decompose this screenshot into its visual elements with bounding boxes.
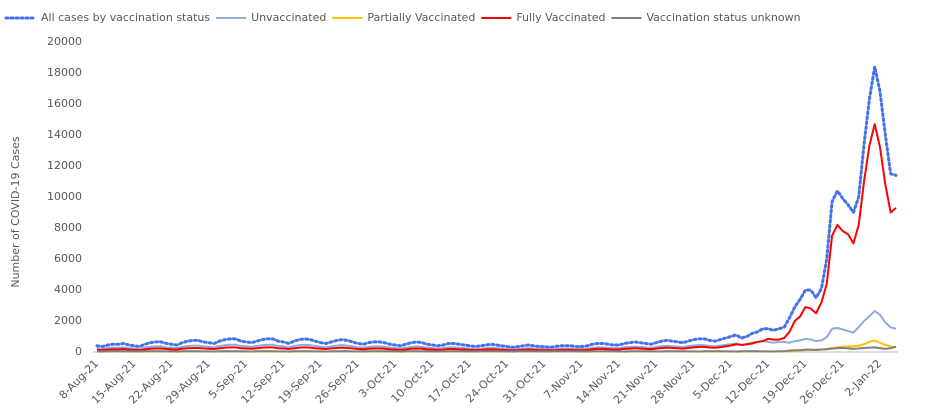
y-tick-label: 12000: [47, 159, 82, 172]
y-tick-label: 16000: [47, 97, 82, 110]
series-line: [96, 123, 897, 352]
y-tick-label: 0: [75, 345, 82, 358]
series-line: [95, 65, 898, 349]
y-tick-label: 2000: [54, 314, 82, 327]
y-axis-label: Number of COVID-19 Cases: [9, 136, 22, 288]
legend-label: Partially Vaccinated: [367, 11, 475, 24]
legend-label: Vaccination status unknown: [646, 11, 800, 24]
legend: All cases by vaccination status Unvaccina…: [4, 11, 801, 24]
y-tick-label: 4000: [54, 283, 82, 296]
y-tick-label: 10000: [47, 190, 82, 203]
legend-label: Unvaccinated: [251, 11, 326, 24]
series-line: [96, 345, 897, 353]
y-tick-label: 8000: [54, 221, 82, 234]
y-tick-label: 18000: [47, 66, 82, 79]
y-tick-label: 14000: [47, 128, 82, 141]
legend-label: All cases by vaccination status: [41, 11, 210, 24]
x-tick-label: 2-Jan-22: [842, 357, 884, 399]
y-tick-label: 20000: [47, 35, 82, 48]
legend-label: Fully Vaccinated: [516, 11, 605, 24]
y-tick-label: 6000: [54, 252, 82, 265]
